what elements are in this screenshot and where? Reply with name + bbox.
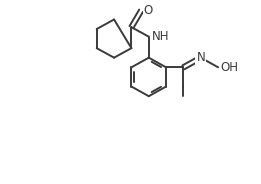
Text: NH: NH	[151, 30, 169, 43]
Text: OH: OH	[220, 61, 238, 74]
Text: O: O	[144, 4, 153, 17]
Text: N: N	[197, 51, 205, 64]
